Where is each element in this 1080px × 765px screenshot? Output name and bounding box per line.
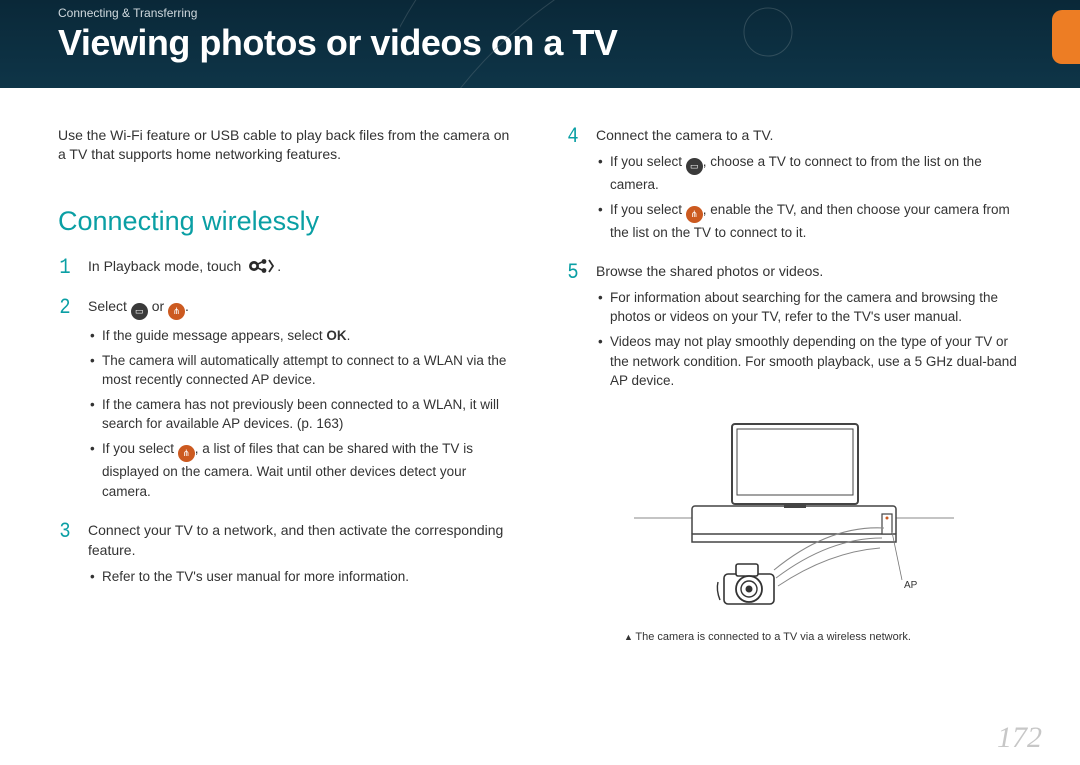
- breadcrumb: Connecting & Transferring: [58, 6, 1022, 20]
- step-5-bullets: For information about searching for the …: [596, 288, 1022, 390]
- step-text: Select: [88, 298, 131, 314]
- step-2-bullets: If the guide message appears, select OK.…: [88, 326, 514, 501]
- bullet: Refer to the TV's user manual for more i…: [88, 567, 514, 586]
- bullet: If you select ▭, choose a TV to connect …: [596, 152, 1022, 194]
- share-circle-icon: ⋔: [178, 445, 195, 462]
- main-content: Use the Wi-Fi feature or USB cable to pl…: [0, 88, 1080, 643]
- page-number: 172: [997, 721, 1042, 755]
- step-text: or: [148, 298, 168, 314]
- intro-paragraph: Use the Wi-Fi feature or USB cable to pl…: [58, 126, 514, 164]
- right-column: 4 Connect the camera to a TV. If you sel…: [566, 126, 1022, 643]
- step-5: 5 Browse the shared photos or videos. Fo…: [566, 262, 1022, 396]
- step-number: 3: [59, 521, 74, 592]
- step-3-bullets: Refer to the TV's user manual for more i…: [88, 567, 514, 586]
- step-4-bullets: If you select ▭, choose a TV to connect …: [596, 152, 1022, 242]
- step-text: Connect your TV to a network, and then a…: [88, 521, 514, 561]
- bullet: For information about searching for the …: [596, 288, 1022, 326]
- step-number: 5: [567, 262, 582, 396]
- illustration: AP The camera is connected to a TV via a…: [624, 410, 964, 643]
- section-tab: [1052, 10, 1080, 64]
- step-4: 4 Connect the camera to a TV. If you sel…: [566, 126, 1022, 248]
- step-text: Connect the camera to a TV.: [596, 126, 1022, 146]
- step-text: .: [185, 298, 189, 314]
- bullet: If the camera has not previously been co…: [88, 395, 514, 433]
- page-title: Viewing photos or videos on a TV: [58, 22, 1022, 64]
- share-circle-icon: ⋔: [168, 303, 185, 320]
- step-text: In Playback mode, touch: [88, 258, 245, 274]
- step-1: 1 In Playback mode, touch .: [58, 257, 514, 283]
- left-column: Use the Wi-Fi feature or USB cable to pl…: [58, 126, 514, 643]
- ap-label: AP: [904, 580, 918, 591]
- step-number: 2: [59, 297, 74, 507]
- section-heading: Connecting wirelessly: [58, 206, 514, 237]
- step-number: 4: [567, 126, 582, 248]
- share-icon: [245, 257, 277, 275]
- steps-list-left: 1 In Playback mode, touch .: [58, 257, 514, 592]
- step-3: 3 Connect your TV to a network, and then…: [58, 521, 514, 592]
- camera-tv-illustration: AP: [624, 410, 964, 620]
- illustration-caption: The camera is connected to a TV via a wi…: [624, 631, 964, 643]
- step-text: Browse the shared photos or videos.: [596, 262, 1022, 282]
- bullet: If you select ⋔, enable the TV, and then…: [596, 200, 1022, 242]
- bullet: If you select ⋔, a list of files that ca…: [88, 439, 514, 500]
- tv-icon: ▭: [686, 158, 703, 175]
- share-circle-icon: ⋔: [686, 206, 703, 223]
- tv-icon: ▭: [131, 303, 148, 320]
- step-2: 2 Select ▭ or ⋔. If the guide message ap…: [58, 297, 514, 507]
- steps-list-right: 4 Connect the camera to a TV. If you sel…: [566, 126, 1022, 396]
- bullet: Videos may not play smoothly depending o…: [596, 332, 1022, 389]
- bullet: If the guide message appears, select OK.: [88, 326, 514, 345]
- page-header: Connecting & Transferring Viewing photos…: [0, 0, 1080, 88]
- bullet: The camera will automatically attempt to…: [88, 351, 514, 389]
- step-number: 1: [59, 257, 74, 283]
